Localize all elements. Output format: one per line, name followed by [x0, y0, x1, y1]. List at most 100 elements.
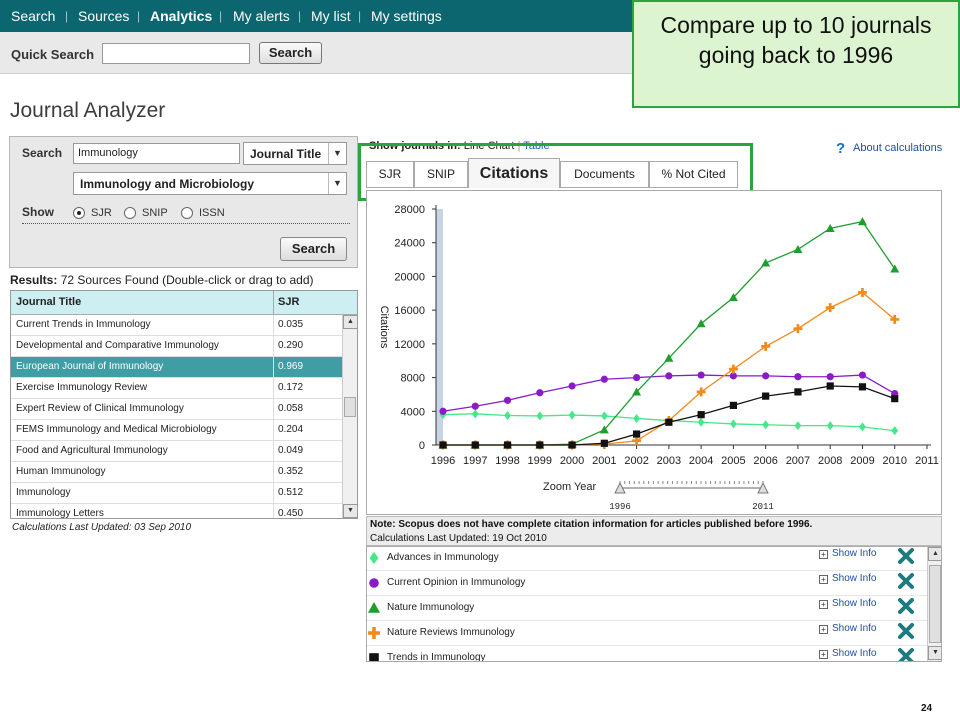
- results-scrollbar[interactable]: ▲ ▼: [342, 315, 357, 518]
- y-tick-label: 24000: [394, 238, 425, 250]
- radio-sjr[interactable]: [73, 207, 85, 219]
- table-row[interactable]: Developmental and Comparative Immunology…: [11, 336, 342, 357]
- nav-item-my-settings[interactable]: My settings: [371, 8, 442, 24]
- legend-row[interactable]: Nature Reviews Immunology + Show Info: [367, 621, 927, 646]
- show-info-link[interactable]: Show Info: [832, 573, 877, 584]
- nav-item-analytics[interactable]: Analytics: [150, 8, 213, 24]
- x-tick-label: 2010: [882, 455, 906, 467]
- field-select[interactable]: Journal Title ▼: [243, 142, 347, 165]
- legend-row[interactable]: Trends in Immunology + Show Info: [367, 646, 927, 662]
- x-tick-label: 2007: [786, 455, 810, 467]
- nav-separator: |: [219, 9, 223, 23]
- sjr-cell: 0.352: [278, 466, 304, 477]
- scroll-down-icon[interactable]: ▼: [343, 504, 357, 518]
- data-point: [761, 258, 771, 267]
- remove-journal-icon[interactable]: [897, 597, 915, 615]
- chart-updated-note: Calculations Last Updated: 19 Oct 2010: [370, 533, 547, 544]
- nav-item-my-list[interactable]: My list: [311, 8, 351, 24]
- nav-item-sources[interactable]: Sources: [78, 8, 130, 24]
- quick-search-input[interactable]: [102, 43, 250, 64]
- x-tick-label: 2004: [689, 455, 713, 467]
- show-info-link[interactable]: Show Info: [832, 648, 877, 659]
- sjr-cell: 0.058: [278, 403, 304, 414]
- expand-icon[interactable]: +: [819, 550, 828, 559]
- column-divider: [273, 420, 274, 441]
- show-info-link[interactable]: Show Info: [832, 548, 877, 559]
- expand-icon[interactable]: +: [819, 600, 828, 609]
- field-select-value: Journal Title: [250, 147, 322, 161]
- scroll-down-icon[interactable]: ▼: [928, 646, 941, 660]
- legend-row[interactable]: Current Opinion in Immunology + Show Info: [367, 571, 927, 596]
- legend-scrollbar[interactable]: ▲ ▼: [927, 547, 941, 661]
- data-point: [504, 411, 511, 420]
- quick-search-label: Quick Search: [11, 47, 95, 62]
- tab-snip[interactable]: SNIP: [414, 161, 468, 188]
- table-row[interactable]: Exercise Immunology Review 0.172: [11, 378, 342, 399]
- journal-search-button[interactable]: Search: [280, 237, 347, 261]
- nav-item-my-alerts[interactable]: My alerts: [233, 8, 290, 24]
- sjr-cell: 0.172: [278, 382, 304, 393]
- table-row[interactable]: Food and Agricultural Immunology 0.049: [11, 441, 342, 462]
- legend-row[interactable]: Advances in Immunology + Show Info: [367, 547, 927, 571]
- expand-icon[interactable]: +: [819, 575, 828, 584]
- table-row[interactable]: Current Trends in Immunology 0.035: [11, 315, 342, 336]
- column-header-journal-title[interactable]: Journal Title: [16, 296, 82, 308]
- show-info-link[interactable]: Show Info: [832, 598, 877, 609]
- data-point: [891, 395, 899, 403]
- chevron-down-icon: ▼: [328, 173, 346, 194]
- journal-title-cell: Food and Agricultural Immunology: [16, 445, 168, 456]
- results-count-text: 72 Sources Found (Double-click or drag t…: [60, 273, 314, 287]
- citation-note: Note: Scopus does not have complete cita…: [370, 519, 813, 530]
- data-point: [503, 396, 512, 404]
- nav-item-search[interactable]: Search: [11, 8, 56, 24]
- scroll-up-icon[interactable]: ▲: [928, 547, 941, 561]
- data-point: [633, 413, 640, 423]
- table-row[interactable]: European Journal of Immunology 0.969: [11, 357, 342, 378]
- y-axis-label: Citations: [378, 306, 390, 349]
- sjr-cell: 0.290: [278, 340, 304, 351]
- data-point: [762, 372, 770, 380]
- remove-journal-icon[interactable]: [897, 572, 915, 590]
- data-point: [697, 417, 705, 427]
- scroll-thumb[interactable]: [929, 565, 941, 643]
- show-info-link[interactable]: Show Info: [832, 623, 877, 634]
- expand-icon[interactable]: +: [819, 625, 828, 634]
- expand-icon[interactable]: +: [819, 650, 828, 659]
- column-divider: [273, 378, 274, 399]
- tab-citations[interactable]: Citations: [468, 158, 560, 188]
- column-header-sjr[interactable]: SJR: [278, 296, 300, 308]
- remove-journal-icon[interactable]: [897, 647, 915, 662]
- journal-search-input[interactable]: Immunology: [73, 143, 240, 164]
- scroll-up-icon[interactable]: ▲: [343, 315, 357, 329]
- quick-search-button[interactable]: Search: [259, 42, 322, 64]
- table-row[interactable]: FEMS Immunology and Medical Microbiology…: [11, 420, 342, 441]
- legend-row[interactable]: Nature Immunology + Show Info: [367, 596, 927, 621]
- y-tick-label: 0: [419, 440, 425, 452]
- zoom-end-handle[interactable]: [757, 481, 769, 494]
- radio-issn[interactable]: [181, 207, 193, 219]
- x-tick-label: 1999: [528, 455, 552, 467]
- table-row[interactable]: Human Immunology 0.352: [11, 462, 342, 483]
- journal-title-cell: FEMS Immunology and Medical Microbiology: [16, 424, 217, 435]
- journal-title-cell: Immunology Letters: [16, 508, 104, 519]
- tab-sjr[interactable]: SJR: [366, 161, 414, 188]
- radio-snip[interactable]: [124, 207, 136, 219]
- data-point: [600, 411, 608, 421]
- scroll-thumb[interactable]: [344, 397, 356, 417]
- tab-not-cited[interactable]: % Not Cited: [649, 161, 738, 188]
- close-icon: [898, 598, 914, 614]
- tab-documents[interactable]: Documents: [560, 161, 649, 188]
- table-row[interactable]: Expert Review of Clinical Immunology 0.05…: [11, 399, 342, 420]
- circle-icon: [369, 578, 379, 588]
- remove-journal-icon[interactable]: [897, 547, 915, 565]
- zoom-start-handle[interactable]: [614, 481, 626, 494]
- journal-legend-list: Advances in Immunology + Show Info Current …: [366, 546, 942, 662]
- diamond-icon: [369, 552, 379, 564]
- help-icon: ?: [836, 140, 846, 157]
- subject-area-select[interactable]: Immunology and Microbiology ▼: [73, 172, 347, 195]
- about-calculations-link[interactable]: ? About calculations: [836, 140, 942, 157]
- table-row[interactable]: Immunology Letters 0.450: [11, 504, 342, 519]
- table-row[interactable]: Immunology 0.512: [11, 483, 342, 504]
- column-divider: [273, 399, 274, 420]
- remove-journal-icon[interactable]: [897, 622, 915, 640]
